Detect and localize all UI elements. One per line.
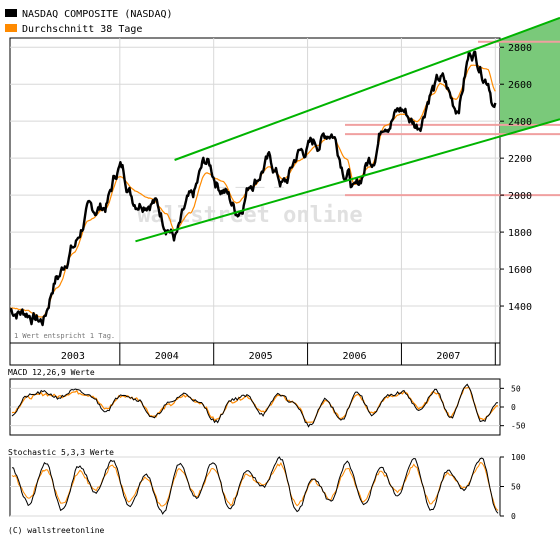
price-y-tick-label: 2600 [508,80,532,91]
watermark-line2: wallstreet online [137,203,362,228]
macd-y-tick-label: 0 [511,403,516,412]
channel-fill [500,17,560,137]
legend-swatch-ma [5,24,17,32]
price-line [9,50,497,327]
legend-swatch-price [5,9,17,17]
stochastic-label: Stochastic 5,3,3 Werte [8,448,114,457]
stochastic-y-axis: 100 50 0 [500,453,526,521]
stochastic-y-tick-label: 50 [511,483,521,492]
year-tick-label: 2006 [342,351,366,362]
price-y-tick-label: 2200 [508,154,532,165]
legend: NASDAQ COMPOSITE (NASDAQ) Durchschnitt 3… [5,9,173,35]
price-y-tick-label: 1400 [508,302,532,313]
macd-line [11,383,498,428]
legend-label-price: NASDAQ COMPOSITE (NASDAQ) [22,9,173,20]
stochastic-y-tick-label: 100 [511,453,526,462]
legend-label-ma: Durchschnitt 38 Tage [22,24,142,35]
macd-y-tick-label: -50 [511,422,526,431]
price-y-tick-label: 1600 [508,265,532,276]
year-tick-label: 2003 [61,351,85,362]
price-y-tick-label: 2400 [508,117,532,128]
macd-y-tick-label: 50 [511,384,521,393]
price-y-axis: 1400 1600 1800 2000 2200 2400 2600 2800 [500,43,532,313]
price-y-tick-label: 2800 [508,43,532,54]
price-note: 1 Wert entspricht 1 Tag. [14,332,115,340]
year-axis: 2003 2004 2005 2006 2007 [61,343,496,365]
year-tick-label: 2005 [249,351,273,362]
price-panel-frame [9,37,501,344]
stochastic-d-line [11,462,499,511]
year-tick-label: 2004 [155,351,179,362]
price-panel: — — — — wallstreet online 1 Wert entspri… [9,16,560,344]
copyright: (C) wallstreetonline [8,526,105,535]
year-tick-label: 2007 [436,351,460,362]
stochastic-panel: 100 50 0 [9,453,526,521]
macd-panel: 50 0 -50 [9,378,526,436]
price-y-tick-label: 2000 [508,191,532,202]
macd-label: MACD 12,26,9 Werte [8,368,95,377]
stochastic-k-line [11,456,499,515]
price-y-tick-label: 1800 [508,228,532,239]
macd-signal-line [11,386,498,423]
year-axis-frame [9,342,501,366]
macd-y-axis: 50 0 -50 [500,384,526,431]
stochastic-y-tick-label: 0 [511,512,516,521]
trend-channel-lower [135,118,560,243]
trend-channel-upper [174,16,560,161]
